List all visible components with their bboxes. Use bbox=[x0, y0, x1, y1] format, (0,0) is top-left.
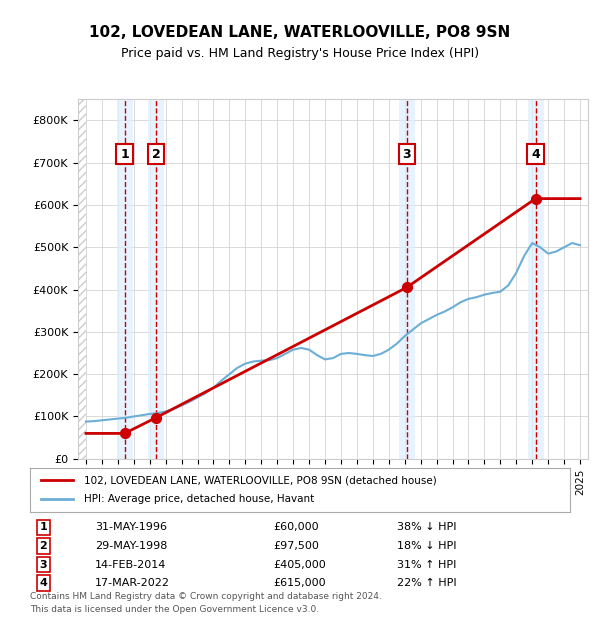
Bar bbox=[527, 99, 544, 459]
Text: 29-MAY-1998: 29-MAY-1998 bbox=[95, 541, 167, 551]
Bar bbox=[148, 99, 164, 459]
Text: £60,000: £60,000 bbox=[273, 523, 319, 533]
Point bbox=[151, 412, 161, 422]
Text: HPI: Average price, detached house, Havant: HPI: Average price, detached house, Hava… bbox=[84, 494, 314, 504]
Point bbox=[120, 428, 130, 438]
Text: 3: 3 bbox=[403, 148, 411, 161]
Text: £405,000: £405,000 bbox=[273, 559, 326, 570]
Text: 31-MAY-1996: 31-MAY-1996 bbox=[95, 523, 167, 533]
Text: Price paid vs. HM Land Registry's House Price Index (HPI): Price paid vs. HM Land Registry's House … bbox=[121, 46, 479, 60]
Text: 4: 4 bbox=[531, 148, 540, 161]
Bar bbox=[398, 99, 415, 459]
Text: 18% ↓ HPI: 18% ↓ HPI bbox=[397, 541, 457, 551]
Point bbox=[531, 193, 541, 203]
Text: 31% ↑ HPI: 31% ↑ HPI bbox=[397, 559, 457, 570]
Text: 38% ↓ HPI: 38% ↓ HPI bbox=[397, 523, 457, 533]
Text: £97,500: £97,500 bbox=[273, 541, 319, 551]
Text: 22% ↑ HPI: 22% ↑ HPI bbox=[397, 578, 457, 588]
Text: 2: 2 bbox=[40, 541, 47, 551]
Text: 3: 3 bbox=[40, 559, 47, 570]
Text: £615,000: £615,000 bbox=[273, 578, 326, 588]
Text: 4: 4 bbox=[40, 578, 47, 588]
Text: 1: 1 bbox=[40, 523, 47, 533]
Point bbox=[402, 283, 412, 293]
Text: 102, LOVEDEAN LANE, WATERLOOVILLE, PO8 9SN (detached house): 102, LOVEDEAN LANE, WATERLOOVILLE, PO8 9… bbox=[84, 476, 437, 485]
Text: 1: 1 bbox=[120, 148, 129, 161]
Text: This data is licensed under the Open Government Licence v3.0.: This data is licensed under the Open Gov… bbox=[30, 604, 319, 614]
Text: 14-FEB-2014: 14-FEB-2014 bbox=[95, 559, 166, 570]
Text: 102, LOVEDEAN LANE, WATERLOOVILLE, PO8 9SN: 102, LOVEDEAN LANE, WATERLOOVILLE, PO8 9… bbox=[89, 25, 511, 40]
Text: 2: 2 bbox=[152, 148, 161, 161]
Text: Contains HM Land Registry data © Crown copyright and database right 2024.: Contains HM Land Registry data © Crown c… bbox=[30, 592, 382, 601]
Text: 17-MAR-2022: 17-MAR-2022 bbox=[95, 578, 170, 588]
Bar bbox=[78, 99, 86, 459]
Bar bbox=[116, 99, 133, 459]
